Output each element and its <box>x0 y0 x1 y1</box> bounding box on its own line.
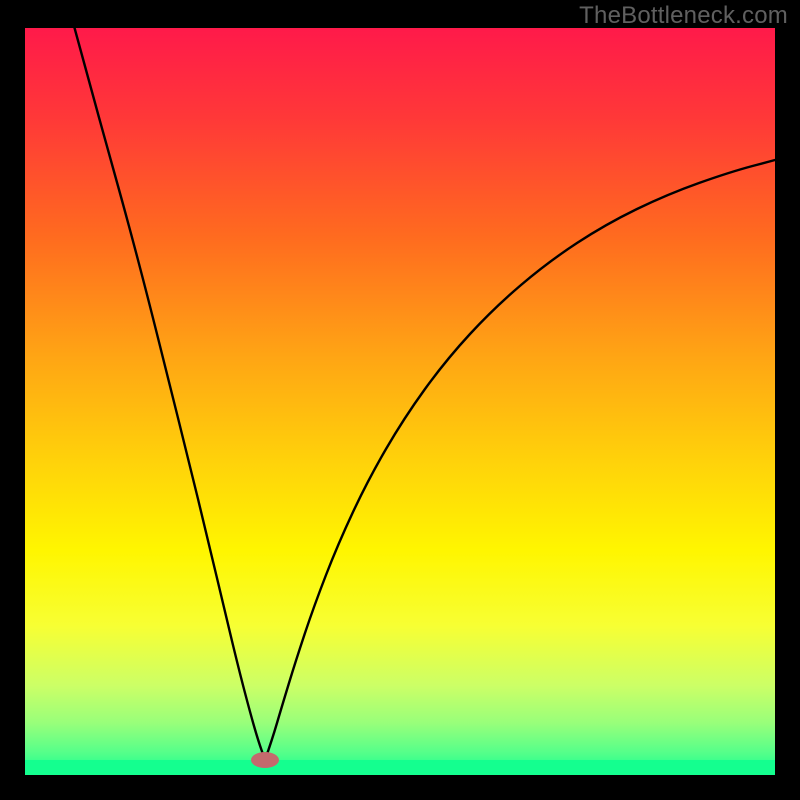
bottom-green-band <box>25 760 775 775</box>
watermark-text: TheBottleneck.com <box>579 2 788 30</box>
minimum-marker <box>251 752 279 768</box>
plot-gradient-background <box>25 28 775 775</box>
chart-canvas: TheBottleneck.com <box>0 0 800 800</box>
gradient-chart-svg <box>0 0 800 800</box>
